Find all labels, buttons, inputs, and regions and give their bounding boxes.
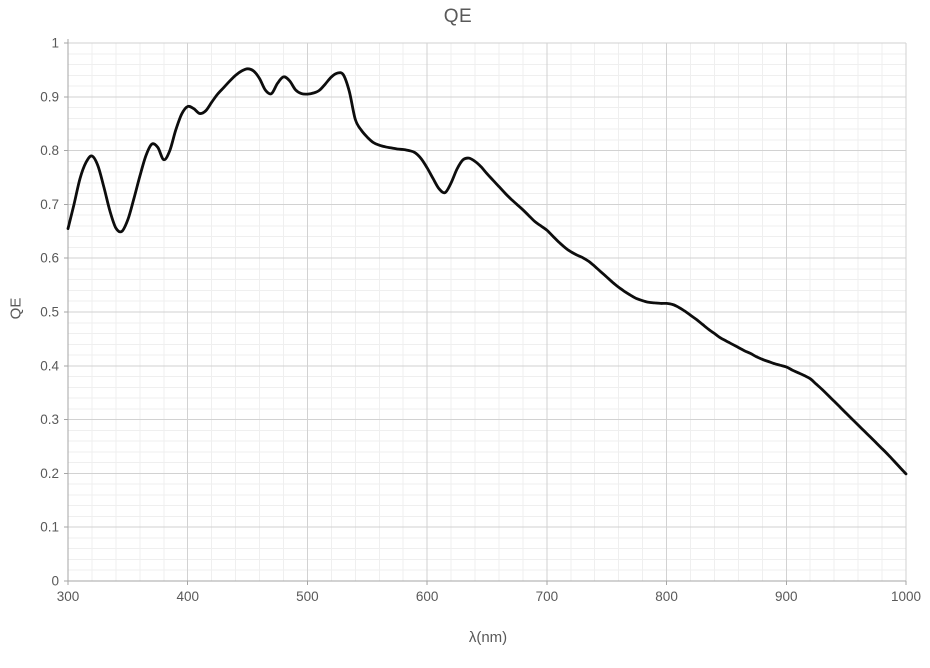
x-tick-label: 900 bbox=[775, 589, 798, 604]
y-tick-label: 0.9 bbox=[40, 89, 59, 104]
x-axis-title: λ(nm) bbox=[468, 629, 508, 646]
qe-curve bbox=[66, 67, 908, 476]
x-tick-label: 700 bbox=[536, 589, 559, 604]
y-tick-label: 1 bbox=[51, 36, 59, 51]
y-tick-label: 0.1 bbox=[40, 520, 59, 535]
y-tick-label: 0.4 bbox=[40, 358, 59, 373]
y-tick-label: 0.2 bbox=[40, 466, 59, 481]
y-tick-label: 0.5 bbox=[40, 305, 59, 320]
x-tick-label: 500 bbox=[296, 589, 319, 604]
y-tick-label: 0.7 bbox=[40, 197, 59, 212]
x-tick-label: 600 bbox=[416, 589, 439, 604]
x-tick-label: 400 bbox=[176, 589, 199, 604]
x-tick-label: 1000 bbox=[891, 589, 921, 604]
chart-title: QE bbox=[443, 6, 473, 27]
y-tick-label: 0.3 bbox=[40, 412, 59, 427]
y-tick-label: 0 bbox=[51, 574, 59, 589]
y-tick-label: 0.8 bbox=[40, 143, 59, 158]
y-axis-title: QE bbox=[7, 297, 25, 320]
x-tick-label: 800 bbox=[655, 589, 678, 604]
y-tick-label: 0.6 bbox=[40, 251, 59, 266]
x-tick-label: 300 bbox=[57, 589, 80, 604]
